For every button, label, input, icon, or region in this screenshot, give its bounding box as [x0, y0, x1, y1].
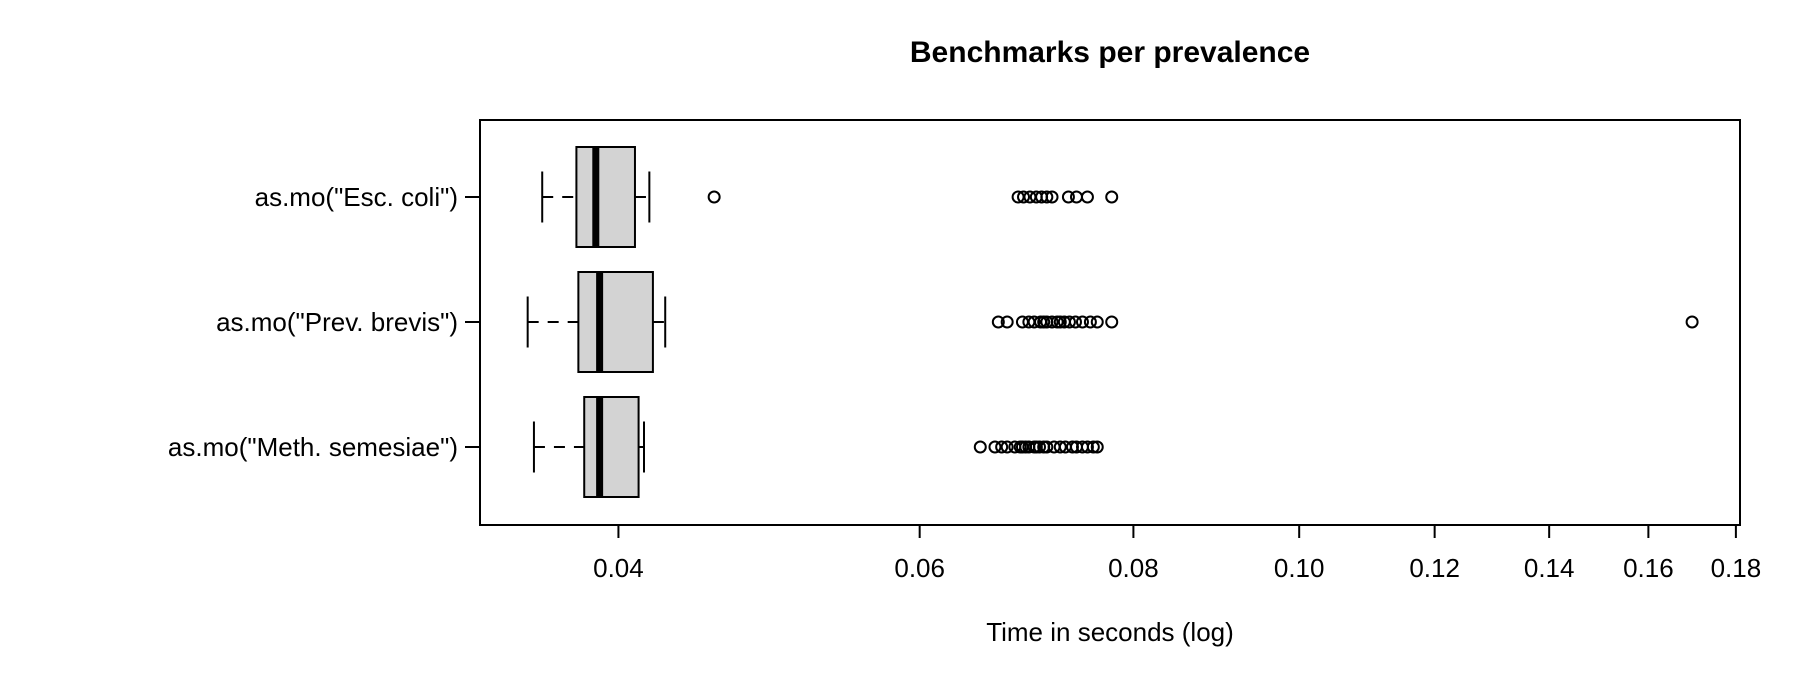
- outlier-point: [1040, 440, 1054, 454]
- outlier-point: [973, 440, 987, 454]
- outlier-point: [1105, 315, 1119, 329]
- x-axis-title: Time in seconds (log): [986, 617, 1234, 647]
- outlier-point: [1053, 440, 1067, 454]
- iqr-box: [577, 271, 654, 373]
- outlier-point: [1045, 315, 1059, 329]
- outlier-point: [1040, 190, 1054, 204]
- outlier-point: [1053, 315, 1067, 329]
- outlier-point: [1080, 190, 1094, 204]
- outlier-point: [1685, 315, 1699, 329]
- outlier-point: [1069, 190, 1083, 204]
- x-axis-tick-label: 0.08: [1108, 553, 1159, 583]
- outlier-point: [1027, 315, 1041, 329]
- outlier-point: [1086, 440, 1100, 454]
- outlier-point: [1062, 315, 1076, 329]
- x-axis-tick-label: 0.18: [1711, 553, 1762, 583]
- outlier-point: [1105, 190, 1119, 204]
- outlier-point: [1068, 315, 1082, 329]
- outlier-point: [1083, 315, 1097, 329]
- y-axis-label: as.mo("Esc. coli"): [255, 182, 458, 212]
- outlier-point: [1075, 315, 1089, 329]
- x-axis-tick-label: 0.16: [1623, 553, 1674, 583]
- outlier-point: [991, 315, 1005, 329]
- x-axis-tick-label: 0.10: [1274, 553, 1325, 583]
- x-axis-tick-label: 0.04: [593, 553, 644, 583]
- outlier-point: [1032, 440, 1046, 454]
- outlier-point: [1090, 440, 1104, 454]
- iqr-box: [575, 146, 636, 248]
- x-axis-tick-label: 0.06: [894, 553, 945, 583]
- outlier-point: [1045, 190, 1059, 204]
- outlier-point: [707, 190, 721, 204]
- y-axis-label: as.mo("Prev. brevis"): [216, 307, 458, 337]
- outlier-point: [1061, 190, 1075, 204]
- x-axis-tick-label: 0.12: [1409, 553, 1460, 583]
- chart-title: Benchmarks per prevalence: [909, 36, 1311, 69]
- outlier-point: [1000, 315, 1014, 329]
- plot-frame: [479, 119, 1741, 526]
- iqr-box: [583, 396, 640, 498]
- outlier-point: [988, 440, 1002, 454]
- outlier-point: [995, 440, 1009, 454]
- outlier-point: [1080, 440, 1094, 454]
- outlier-point: [1017, 190, 1031, 204]
- outlier-point: [1090, 315, 1104, 329]
- x-axis-tick-label: 0.14: [1524, 553, 1575, 583]
- outlier-point: [1000, 440, 1014, 454]
- y-axis-label: as.mo("Meth. semesiae"): [168, 432, 458, 462]
